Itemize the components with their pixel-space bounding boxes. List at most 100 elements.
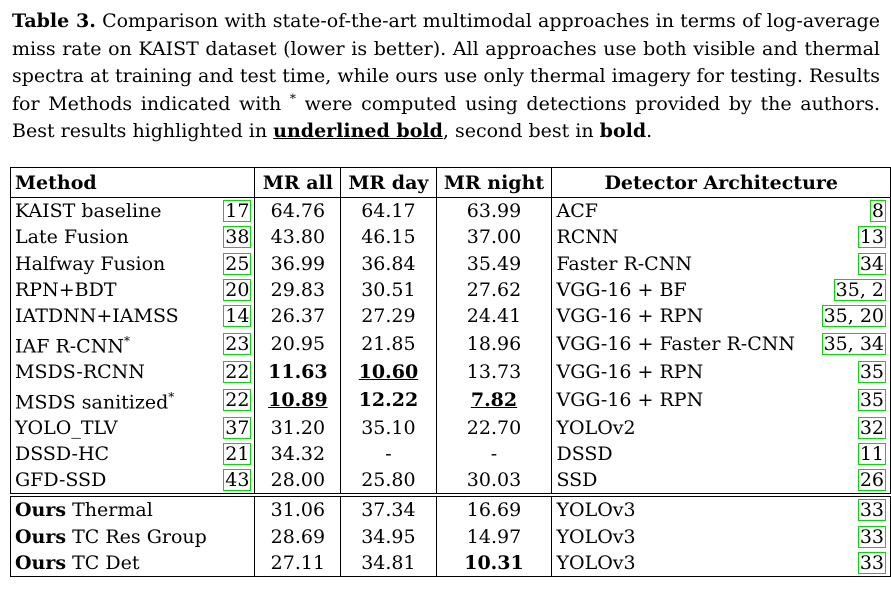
- method-ref-cell: 17: [219, 197, 255, 225]
- mr-day-cell: 10.60: [340, 358, 437, 386]
- mr-night-value: 24.41: [466, 305, 522, 328]
- caption-star: *: [289, 91, 296, 106]
- architecture-ref-cell: 13: [814, 224, 891, 250]
- ours-row: Ours TC Res Group 28.69 34.95 14.97 YOLOv3 33: [11, 523, 891, 550]
- mr-all-cell: 10.89: [254, 385, 341, 415]
- method-name: Halfway Fusion: [15, 252, 166, 275]
- architecture-cell: DSSD: [551, 440, 814, 468]
- mr-night-cell: 30.03: [435, 467, 552, 496]
- mr-all-cell: 20.95: [254, 329, 341, 359]
- mr-night-cell: 13.73: [435, 358, 552, 386]
- method-cell: RPN+BDT: [11, 277, 220, 303]
- citation-link[interactable]: 38: [223, 226, 252, 249]
- ours-label: Ours: [15, 552, 67, 575]
- citation-link[interactable]: 35, 34: [821, 333, 886, 356]
- citation-link[interactable]: 23: [223, 333, 252, 356]
- mr-night-value: 18.96: [466, 333, 522, 356]
- citation-link[interactable]: 33: [857, 499, 886, 522]
- citation-link[interactable]: 33: [857, 525, 886, 548]
- mr-day-value: 30.51: [361, 279, 416, 302]
- mr-day-value: 36.84: [361, 252, 416, 275]
- mr-all-cell: 34.32: [254, 440, 341, 468]
- mr-day-cell: 36.84: [340, 250, 437, 277]
- method-cell: MSDS-RCNN: [11, 359, 220, 385]
- mr-day-cell: 64.17: [340, 197, 437, 225]
- architecture-cell: YOLOv3: [551, 549, 814, 577]
- citation-link[interactable]: 13: [857, 226, 886, 249]
- mr-day-value: 25.80: [361, 469, 416, 492]
- citation-link[interactable]: 35, 20: [821, 305, 886, 328]
- mr-day-cell: 25.80: [340, 467, 437, 496]
- mr-night-cell: 37.00: [435, 224, 552, 251]
- method-cell: Ours TC Res Group: [11, 524, 255, 550]
- architecture-cell: SSD: [551, 467, 814, 496]
- method-cell: Late Fusion: [11, 224, 220, 250]
- method-ref-cell: 23: [219, 329, 255, 358]
- method-name: TC Det: [66, 552, 140, 575]
- method-cell: Ours Thermal: [10, 493, 255, 524]
- table-row: DSSD-HC 21 34.32 - - DSSD 11: [11, 440, 891, 468]
- method-cell: KAIST baseline: [10, 197, 220, 225]
- method-ref-cell: 43: [219, 467, 255, 495]
- mr-all-value: 27.11: [270, 552, 326, 575]
- architecture-ref-cell: 35, 20: [814, 303, 891, 329]
- citation-link[interactable]: 43: [223, 469, 252, 492]
- citation-link[interactable]: 14: [223, 305, 252, 328]
- table-row: IAF R-CNN* 23 20.95 21.85 18.96 VGG-16 + Fast…: [11, 329, 891, 359]
- method-name: YOLO_TLV: [15, 416, 118, 439]
- method-name: IAF R-CNN: [15, 335, 124, 358]
- citation-link[interactable]: 35, 2: [833, 279, 886, 302]
- table-row: KAIST baseline 17 64.76 64.17 63.99 ACF 8: [10, 197, 891, 225]
- citation-link[interactable]: 32: [857, 416, 886, 439]
- mr-all-value: 34.32: [270, 442, 326, 465]
- mr-night-cell: 7.82: [435, 385, 552, 415]
- architecture-ref-cell: 35: [814, 385, 891, 414]
- mr-night-value: 27.62: [466, 279, 522, 302]
- table-row: Halfway Fusion 25 36.99 36.84 35.49 Faster R-…: [11, 250, 891, 277]
- method-name: RPN+BDT: [15, 279, 117, 302]
- method-cell: YOLO_TLV: [11, 414, 220, 440]
- comparison-table: Method MR all MR day MR night Detector A…: [10, 167, 891, 578]
- mr-day-value: 10.60: [358, 360, 419, 383]
- method-name: MSDS-RCNN: [15, 360, 145, 383]
- citation-link[interactable]: 8: [869, 200, 886, 223]
- architecture-cell: VGG-16 + BF: [551, 276, 814, 304]
- citation-link[interactable]: 33: [857, 552, 886, 575]
- citation-link[interactable]: 17: [223, 200, 252, 223]
- ours-row: Ours TC Det 27.11 34.81 10.31 YOLOv3 33: [11, 549, 891, 577]
- citation-link[interactable]: 35: [857, 388, 886, 411]
- mr-day-value: 12.22: [358, 388, 419, 411]
- citation-link[interactable]: 22: [223, 360, 252, 383]
- citation-link[interactable]: 26: [857, 469, 886, 492]
- mr-night-cell: 10.31: [435, 549, 552, 577]
- header-row: Method MR all MR day MR night Detector A…: [11, 167, 891, 198]
- citation-link[interactable]: 34: [857, 252, 886, 275]
- citation-link[interactable]: 25: [223, 252, 252, 275]
- mr-all-cell: 27.11: [254, 549, 341, 577]
- header-architecture: Detector Architecture: [551, 167, 891, 198]
- mr-all-cell: 11.63: [254, 358, 341, 386]
- citation-link[interactable]: 37: [223, 416, 252, 439]
- citation-link[interactable]: 20: [223, 279, 252, 302]
- mr-day-cell: 34.95: [340, 523, 437, 550]
- mr-all-value: 64.76: [270, 200, 326, 223]
- table-row: MSDS sanitized* 22 10.89 12.22 7.82 VGG-16 + …: [11, 385, 891, 415]
- citation-link[interactable]: 22: [223, 388, 252, 411]
- citation-link[interactable]: 21: [223, 442, 252, 465]
- ours-table-body: Ours Thermal 31.06 37.34 16.69 YOLOv3 33 Ours …: [10, 493, 891, 577]
- mr-day-cell: 37.34: [340, 493, 437, 524]
- mr-day-value: 64.17: [361, 200, 416, 223]
- citation-link[interactable]: 11: [857, 442, 886, 465]
- mr-night-cell: 14.97: [435, 523, 552, 550]
- mr-all-value: 31.06: [270, 499, 326, 522]
- method-cell: MSDS sanitized*: [11, 385, 220, 414]
- mr-night-value: -: [490, 442, 498, 465]
- table-row: RPN+BDT 20 29.83 30.51 27.62 VGG-16 + BF 35, 2: [11, 276, 891, 304]
- mr-day-cell: 12.22: [340, 385, 437, 415]
- mr-all-cell: 29.83: [254, 276, 341, 304]
- citation-link[interactable]: 35: [857, 360, 886, 383]
- mr-night-cell: 22.70: [435, 414, 552, 441]
- table-row: YOLO_TLV 37 31.20 35.10 22.70 YOLOv2 32: [11, 414, 891, 441]
- architecture-ref-cell: 11: [814, 441, 891, 467]
- mr-all-cell: 28.69: [254, 523, 341, 550]
